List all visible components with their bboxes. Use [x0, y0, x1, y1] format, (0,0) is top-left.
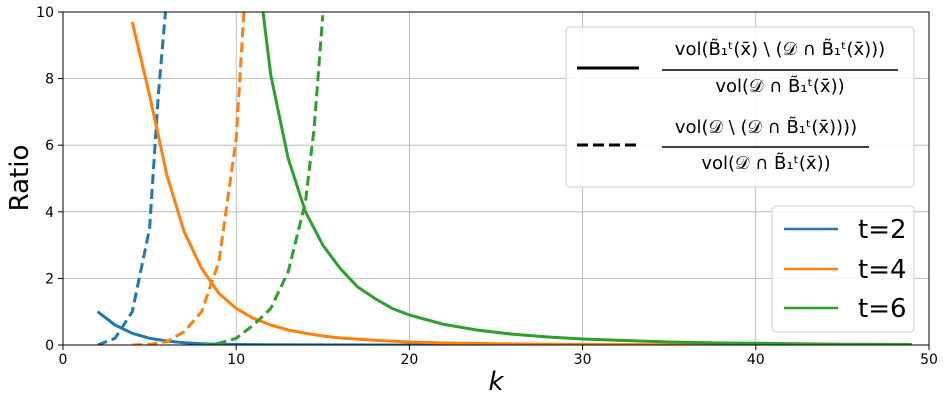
color-legend: t=2 t=4 t=6 [771, 205, 915, 333]
legend-dashed-denominator: vol(𝒟 ∩ B̃₁ᵗ(x̄)) [701, 153, 830, 174]
x-tick-label: 40 [747, 352, 765, 368]
axis-ticks: 0 10 20 30 40 50 0 2 4 6 8 10 [36, 5, 938, 368]
y-tick-label: 8 [45, 72, 54, 88]
x-tick-label: 50 [920, 352, 938, 368]
y-tick-label: 0 [45, 338, 54, 354]
x-tick-label: 0 [59, 352, 68, 368]
legend-dashed-numerator: vol(𝒟 \ (𝒟 ∩ B̃₁ᵗ(x̄)))) [675, 117, 857, 138]
series-t-4-dashed-line [132, 12, 246, 345]
legend-label-t4: t=4 [858, 255, 907, 285]
y-axis-label: Ratio [5, 145, 35, 212]
series-t-6-solid-line [261, 12, 912, 345]
series-t-6-dashed-line [201, 15, 325, 345]
legend-label-t2: t=2 [858, 215, 907, 245]
y-tick-label: 4 [45, 205, 54, 221]
x-tick-label: 20 [400, 352, 418, 368]
x-tick-label: 30 [574, 352, 592, 368]
plot-frame [62, 11, 930, 346]
legend-solid-denominator: vol(𝒟 ∩ B̃₁ᵗ(x̄)) [715, 76, 844, 97]
y-tick-label: 6 [45, 138, 54, 154]
series-t-2-dashed-line [97, 12, 167, 345]
y-tick-label: 2 [45, 271, 54, 287]
color-legend-box [771, 205, 915, 333]
legend-solid-numerator: vol(B̃₁ᵗ(x̄) \ (𝒟 ∩ B̃₁ᵗ(x̄))) [675, 39, 885, 60]
style-legend: vol(B̃₁ᵗ(x̄) \ (𝒟 ∩ B̃₁ᵗ(x̄))) vol(𝒟 ∩ B… [565, 26, 915, 188]
x-axis-label: k [488, 367, 504, 397]
y-tick-label: 10 [36, 5, 54, 21]
legend-label-t6: t=6 [858, 294, 907, 324]
x-tick-label: 10 [227, 352, 245, 368]
